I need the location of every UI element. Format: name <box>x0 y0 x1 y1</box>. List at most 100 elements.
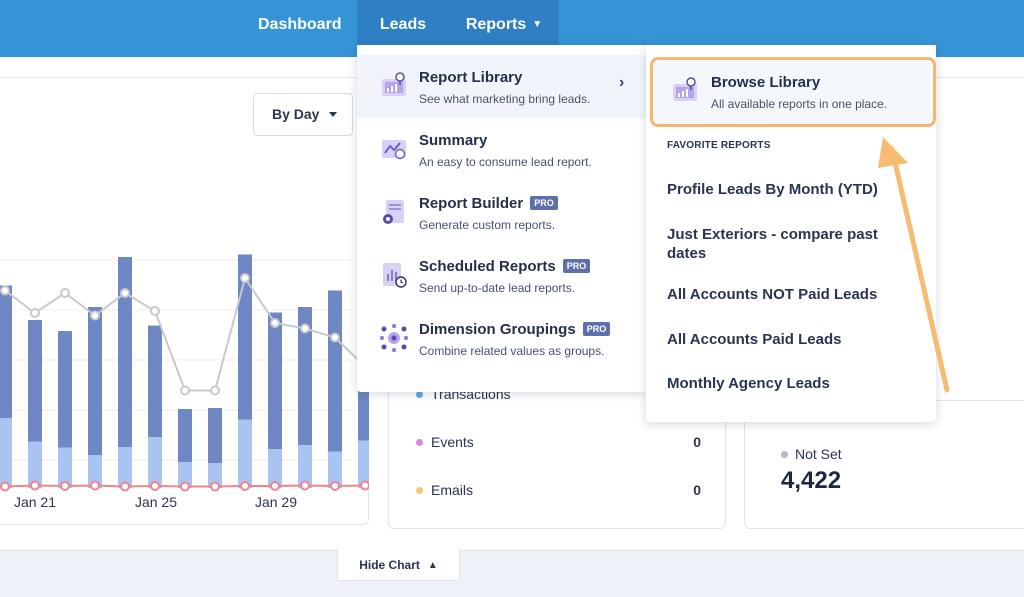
emails-dot-icon <box>416 487 423 494</box>
line-point <box>240 481 250 491</box>
top-nav-bar: Dashboard Leads Reports ▼ <box>0 0 1024 57</box>
events-label: Events <box>431 434 474 450</box>
nav-leads[interactable]: Leads <box>357 0 449 45</box>
line-point <box>90 480 100 491</box>
line-point <box>180 481 190 492</box>
line-point <box>330 481 340 491</box>
menu-item-report-library[interactable]: Report Library See what marketing bring … <box>357 55 647 118</box>
emails-value: 0 <box>693 482 701 498</box>
scheduled-reports-title: Scheduled Reports <box>419 258 556 275</box>
menu-item-title: Scheduled Reports PRO <box>419 258 591 275</box>
browse-library-icon <box>673 77 697 101</box>
menu-item-title: Report Builder PRO <box>419 195 558 212</box>
bar-segment-lower <box>268 449 282 488</box>
line-point <box>150 481 160 491</box>
stat-row-events: Events 0 <box>416 434 701 450</box>
line-point <box>300 323 310 334</box>
line-point <box>270 318 280 328</box>
line-point <box>30 480 40 491</box>
hide-chart-button[interactable]: Hide Chart ▲ <box>337 549 460 581</box>
bar-segment-lower <box>328 451 342 488</box>
bar-segment-upper <box>0 285 12 418</box>
bar-segment-lower <box>0 418 12 488</box>
bar-segment-upper <box>148 325 162 437</box>
chevron-right-icon: › <box>619 74 625 91</box>
bar-segment-upper <box>208 408 222 463</box>
not-set-dot-icon <box>781 451 788 458</box>
favorite-reports-heading: FAVORITE REPORTS <box>667 140 771 151</box>
stat-row-emails: Emails 0 <box>416 482 701 498</box>
browse-library-button[interactable]: Browse Library All available reports in … <box>650 57 936 127</box>
report-library-submenu: Browse Library All available reports in … <box>646 45 936 422</box>
emails-label: Emails <box>431 482 474 498</box>
reports-dropdown-menu: Report Library See what marketing bring … <box>357 45 647 392</box>
report-library-icon <box>382 72 406 96</box>
line-point <box>30 308 40 318</box>
not-set-value: 4,422 <box>781 467 842 494</box>
bar-segment-lower <box>148 437 162 488</box>
bar-segment-upper <box>238 254 252 420</box>
menu-item-summary[interactable]: Summary An easy to consume lead report. <box>357 118 647 181</box>
x-tick-label: Jan 29 <box>255 494 297 510</box>
dimension-groupings-icon <box>380 324 408 352</box>
favorite-report-link[interactable]: Profile Leads By Month (YTD) <box>667 181 878 198</box>
bar-segment-upper <box>268 312 282 449</box>
bar-segment-upper <box>118 257 132 447</box>
line-point <box>120 288 130 298</box>
menu-item-title: Dimension Groupings PRO <box>419 321 611 338</box>
report-builder-title: Report Builder <box>419 195 524 212</box>
browse-library-desc: All available reports in one place. <box>711 97 888 111</box>
favorite-report-link[interactable]: All Accounts NOT Paid Leads <box>667 286 878 303</box>
caret-down-icon <box>329 112 338 117</box>
menu-item-desc: Combine related values as groups. <box>419 344 605 358</box>
pro-badge: PRO <box>582 322 611 336</box>
menu-item-desc: Send up-to-date lead reports. <box>419 281 576 295</box>
bar-segment-lower <box>238 419 252 488</box>
bar-segment-upper <box>28 320 42 442</box>
chevron-up-icon: ▲ <box>427 560 438 571</box>
line-point <box>270 481 280 491</box>
by-day-dropdown[interactable]: By Day <box>253 93 353 136</box>
favorite-report-link[interactable]: Just Exteriors - compare past dates <box>667 226 878 262</box>
chart-bars <box>0 254 369 488</box>
bar-segment-lower <box>208 463 222 488</box>
nav-reports-label: Reports <box>465 16 527 33</box>
nav-dashboard[interactable]: Dashboard <box>258 16 342 33</box>
report-builder-icon <box>383 200 404 224</box>
line-point <box>240 273 250 283</box>
menu-item-title: Summary <box>419 132 488 149</box>
bar-segment-upper <box>58 331 72 448</box>
summary-icon <box>382 140 406 160</box>
line-point <box>60 288 70 298</box>
favorite-report-link[interactable]: All Accounts Paid Leads <box>667 331 842 348</box>
pro-badge: PRO <box>530 196 558 210</box>
not-set-label: Not Set <box>781 446 842 462</box>
line-point <box>330 332 340 343</box>
line-point <box>150 306 160 316</box>
line-point <box>180 385 190 396</box>
not-set-text: Not Set <box>795 446 842 462</box>
hide-chart-label: Hide Chart <box>359 558 420 572</box>
line-point <box>0 285 10 296</box>
line-point <box>210 481 220 492</box>
menu-item-report-builder[interactable]: Report Builder PRO Generate custom report… <box>357 181 647 244</box>
line-point <box>300 480 310 491</box>
line-point <box>360 480 369 491</box>
menu-item-title: Report Library <box>419 69 523 86</box>
line-point <box>120 481 130 492</box>
menu-item-desc: See what marketing bring leads. <box>419 92 591 106</box>
bar-segment-upper <box>298 307 312 445</box>
nav-reports[interactable]: Reports ▼ <box>449 0 559 45</box>
annotation-arrow-icon <box>878 137 950 393</box>
bar-segment-lower <box>178 462 192 488</box>
menu-item-desc: Generate custom reports. <box>419 218 556 232</box>
menu-item-dimension-groupings[interactable]: Dimension Groupings PRO Combine related v… <box>357 307 647 370</box>
bar-segment-lower <box>88 455 102 488</box>
menu-item-scheduled-reports[interactable]: Scheduled Reports PRO Send up-to-date lea… <box>357 244 647 307</box>
by-day-label: By Day <box>272 106 320 122</box>
bar-segment-lower <box>58 447 72 488</box>
bar-segment-upper <box>178 409 192 462</box>
line-point <box>0 481 10 492</box>
bar-segment-lower <box>298 445 312 488</box>
favorite-report-link[interactable]: Monthly Agency Leads <box>667 375 830 392</box>
